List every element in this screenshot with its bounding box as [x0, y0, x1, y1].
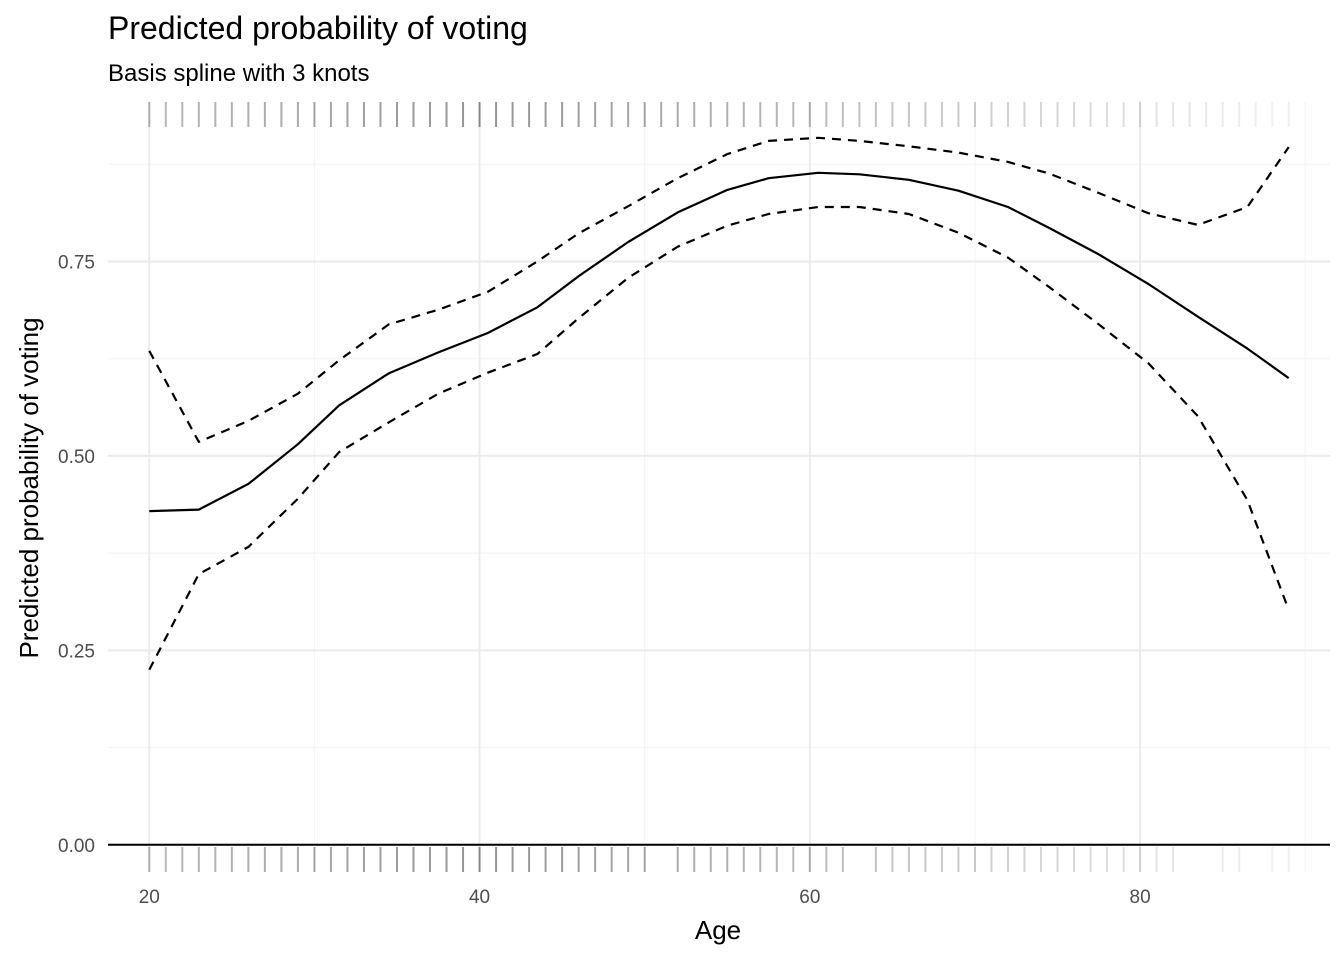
x-tick-label: 20 — [139, 887, 160, 908]
series-lines — [148, 136, 1290, 671]
chart-title: Predicted probability of voting — [108, 10, 528, 46]
major-gridlines — [108, 102, 1330, 872]
x-tick-label: 40 — [469, 887, 490, 908]
predicted-line — [149, 171, 1290, 513]
y-tick-label: 0.25 — [58, 641, 95, 662]
chart-subtitle: Basis spline with 3 knots — [108, 60, 369, 87]
minor-gridlines — [108, 102, 1330, 872]
x-tick-label: 60 — [799, 887, 820, 908]
y-axis-ticks: 0.00 0.25 0.50 0.75 — [58, 252, 95, 856]
upper-bound-line — [148, 136, 1290, 443]
x-axis-title: Age — [695, 915, 741, 945]
x-axis-ticks: 20 40 60 80 — [139, 887, 1151, 908]
lower-bound-line — [148, 205, 1290, 671]
y-tick-label: 0.50 — [58, 447, 95, 468]
y-tick-label: 0.00 — [58, 836, 95, 857]
rug-marks — [148, 102, 1290, 872]
y-tick-label: 0.75 — [58, 252, 95, 273]
y-axis-title: Predicted probability of voting — [14, 317, 44, 658]
x-tick-label: 80 — [1130, 887, 1151, 908]
